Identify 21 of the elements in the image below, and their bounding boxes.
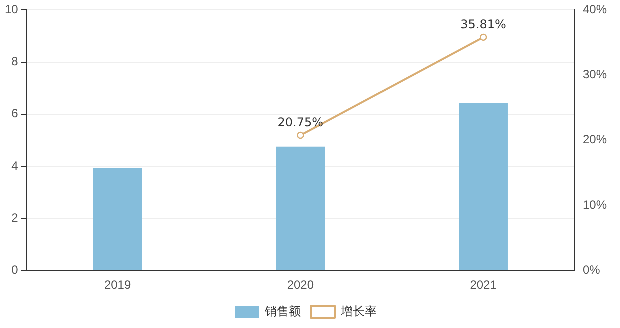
y2-tick-label: 10%: [582, 198, 608, 212]
y-tick-label: 8: [12, 54, 19, 69]
y-tick-label: 4: [12, 158, 19, 173]
y-tick-label: 10: [4, 2, 19, 17]
data-label: 35.81%: [460, 18, 506, 32]
legend-label: 销售额: [264, 304, 301, 318]
y-tick-label: 6: [12, 106, 19, 121]
y2-tick-label: 0%: [582, 262, 601, 277]
bar: [276, 146, 326, 270]
y-tick-label: 2: [12, 210, 19, 225]
y2-tick-label: 40%: [582, 2, 608, 17]
x-tick-label: 2020: [287, 278, 314, 292]
data-label: 20.75%: [278, 116, 324, 130]
y2-tick-label: 20%: [582, 132, 608, 147]
y2-tick-label: 30%: [582, 68, 608, 82]
x-tick-label: 2019: [104, 278, 132, 292]
bar: [459, 103, 508, 270]
legend-label: 增长率: [340, 304, 377, 318]
bar: [93, 168, 142, 270]
x-tick-label: 2021: [470, 278, 498, 292]
y-tick-label: 0: [12, 262, 19, 277]
